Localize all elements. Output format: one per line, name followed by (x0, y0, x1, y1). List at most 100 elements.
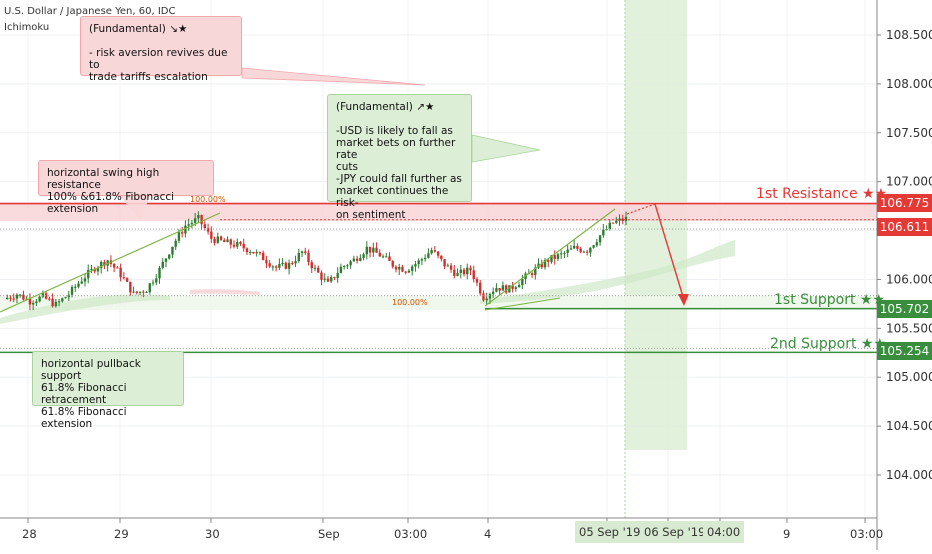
fib-extension-line (484, 297, 561, 311)
candle-body (54, 301, 58, 307)
candle-body (595, 242, 599, 246)
fib-extension-line (484, 208, 616, 307)
candle-body (112, 263, 116, 268)
candle-body (592, 245, 595, 248)
candle-body (375, 247, 378, 253)
callout-tail (471, 134, 541, 163)
candle-body (560, 253, 563, 255)
candle-body (491, 291, 495, 295)
candle-body (242, 243, 245, 249)
candle-body (326, 278, 330, 282)
candle-body (462, 269, 466, 275)
candle-body (116, 267, 119, 269)
candle-body (268, 263, 271, 267)
support-zone (0, 296, 877, 310)
candle-body (423, 257, 427, 260)
candle-body (122, 277, 126, 279)
candle-body (38, 296, 41, 302)
x-tick-label: 30 (205, 527, 220, 541)
candle-body (336, 273, 339, 279)
candle-body (213, 238, 216, 243)
candle-body (576, 245, 579, 249)
indicator-label: Ichimoku (4, 22, 50, 33)
y-tick-label: 107.000 (886, 175, 932, 189)
candle-body (501, 285, 505, 291)
candle-body (488, 294, 492, 299)
candle-body (61, 298, 64, 302)
fib-label-support: 100.00% (392, 298, 428, 307)
candle-body (323, 278, 326, 280)
candle-body (459, 269, 462, 273)
annotations (0, 67, 689, 313)
candle-body (530, 273, 534, 276)
candle-body (174, 240, 177, 247)
candle-body (148, 283, 151, 293)
candle-body (355, 258, 359, 261)
candle-body (410, 266, 414, 271)
support2-price-tag: 105.254 (877, 342, 932, 360)
candle-body (271, 266, 275, 268)
candle-body (171, 246, 174, 255)
candle-body (394, 266, 398, 270)
callout-tail (120, 196, 150, 220)
candle-body (265, 260, 268, 264)
candle-body (25, 298, 28, 300)
candle-body (164, 258, 168, 262)
candle-body (15, 294, 19, 299)
candle-body (342, 266, 346, 268)
candle-body (304, 251, 307, 253)
candle-body (372, 247, 375, 253)
forecast-arrowhead (678, 294, 689, 306)
candle-body (151, 282, 155, 284)
fundamental-bear-note: (Fundamental) ↘★ - risk aversion revives… (80, 16, 242, 83)
support2-label: 2nd Support ★★ (770, 336, 887, 352)
candle-body (77, 283, 80, 287)
candle-body (187, 224, 190, 226)
candle-body (479, 282, 482, 294)
x-tick-label: 03:00 (850, 527, 884, 541)
candle-body (417, 260, 420, 265)
candle-body (229, 239, 232, 245)
candle-body (430, 250, 433, 254)
candle-body (74, 286, 77, 288)
candle-body (184, 225, 187, 234)
candle-body (368, 246, 372, 253)
candle-body (339, 266, 343, 274)
candle-body (553, 255, 556, 259)
cloud-segment (190, 289, 260, 295)
candle-body (585, 251, 589, 253)
candle-body (401, 266, 404, 272)
candle-body (365, 246, 369, 255)
candle-body (35, 301, 38, 303)
candle-body (624, 216, 628, 221)
cloud-segment (480, 240, 735, 304)
candle-body (498, 288, 501, 291)
candle-body (540, 263, 543, 268)
candle-body (6, 297, 9, 299)
x-tick-label-highlight: 05 Sep '19 (575, 521, 645, 543)
candle-body (456, 272, 459, 276)
candle-body (41, 293, 45, 297)
x-tick-label: 28 (22, 527, 37, 541)
candle-body (359, 257, 362, 261)
candle-body (472, 270, 475, 280)
candle-body (255, 252, 258, 254)
candle-body (206, 228, 210, 232)
candle-body (249, 252, 252, 254)
candle-body (80, 281, 83, 284)
candle-body (534, 267, 537, 276)
fib-label-resistance: 100.00% (190, 195, 226, 204)
candle-body (427, 253, 430, 258)
candle-body (404, 271, 407, 273)
candle-body (31, 302, 35, 305)
support1-label: 1st Support ★★ (774, 292, 886, 308)
candle-body (469, 267, 472, 271)
x-tick-label: 9 (783, 527, 791, 541)
candle-body (51, 298, 54, 307)
candle-body (582, 251, 586, 253)
candle-body (252, 252, 255, 254)
candle-body (420, 259, 424, 261)
y-tick-label: 105.000 (886, 370, 932, 384)
candle-body (261, 252, 265, 261)
